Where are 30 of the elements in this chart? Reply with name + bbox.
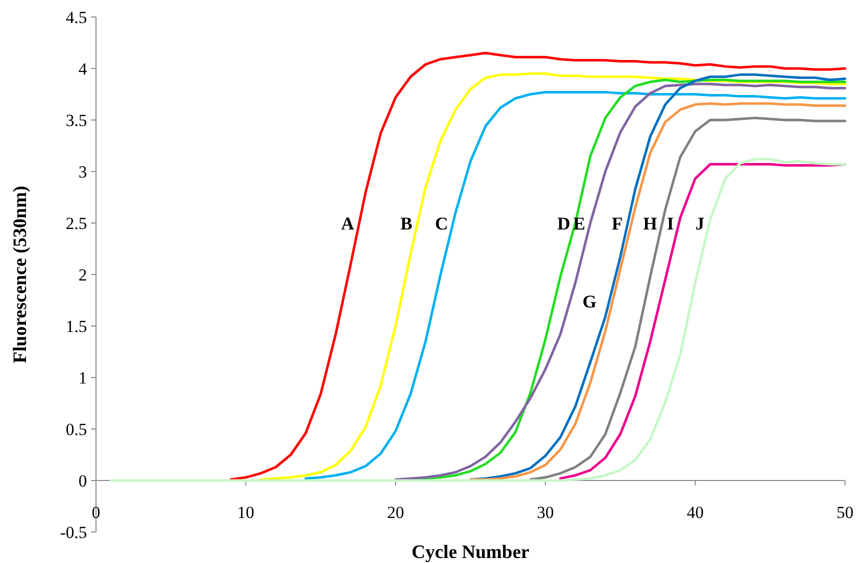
series-label: F [612, 213, 623, 234]
y-tick-label: 3.5 [66, 110, 87, 130]
series-label: B [400, 213, 412, 234]
x-tick-label: 30 [536, 503, 554, 522]
y-axis-title: Fluorescence (530nm) [10, 186, 31, 364]
series-label: H [643, 213, 658, 234]
series-label: G [582, 291, 597, 312]
series-label: I [666, 213, 674, 234]
line-series [529, 116, 846, 481]
y-tick-label: 4 [78, 59, 88, 78]
y-tick-label: 1.5 [66, 316, 87, 336]
series-label: A [341, 213, 354, 234]
line-series [110, 158, 846, 482]
y-tick-label: 4.5 [66, 8, 87, 27]
series-label: C [434, 213, 448, 234]
x-tick-label: 0 [92, 503, 100, 522]
series-label: J [695, 213, 704, 234]
y-tick-label: 3 [78, 162, 87, 182]
x-tick-label: 20 [387, 503, 404, 522]
x-tick-label: 40 [686, 503, 704, 522]
x-axis-title: Cycle Number [412, 542, 530, 563]
y-tick-label: 2.5 [66, 214, 87, 233]
y-tick-label: 2 [78, 265, 87, 284]
series-label: D [557, 213, 570, 234]
y-tick-label: 1 [78, 368, 87, 388]
y-tick-label: -0.5 [60, 522, 87, 542]
y-tick-label: 0 [78, 471, 87, 490]
x-tick-label: 10 [237, 503, 254, 522]
x-tick-label: 50 [836, 503, 854, 522]
y-tick-label: 0.5 [66, 420, 87, 439]
